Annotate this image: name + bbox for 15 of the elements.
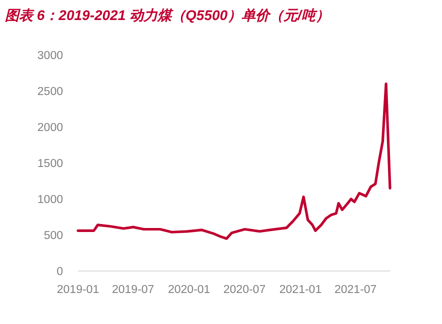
y-tick-label: 2500 [37, 86, 63, 98]
x-tick-label: 2019-01 [56, 284, 100, 296]
y-tick-label: 0 [56, 266, 63, 278]
y-tick-label: 2000 [37, 122, 63, 134]
x-tick-label: 2021-07 [334, 284, 377, 296]
x-tick-label: 2020-01 [168, 284, 210, 296]
chart-title: 图表 6：2019-2021 动力煤（Q5500）单价（元/吨） [5, 7, 330, 23]
y-tick-label: 3000 [37, 50, 63, 62]
y-tick-label: 1500 [37, 158, 63, 170]
x-tick-label: 2020-07 [223, 284, 266, 296]
y-tick-label: 500 [44, 230, 63, 242]
line-series [76, 82, 392, 240]
x-tick-label: 2021-01 [279, 284, 322, 296]
y-tick-label: 1000 [37, 194, 63, 206]
x-tick-label: 2019-07 [112, 284, 154, 296]
